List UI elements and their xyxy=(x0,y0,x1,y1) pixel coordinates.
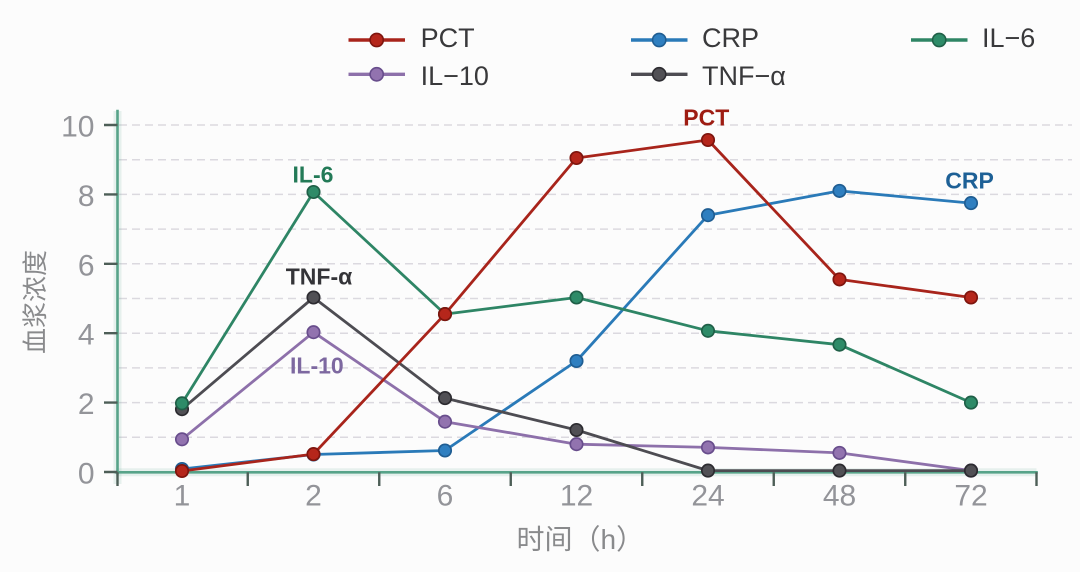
svg-text:0: 0 xyxy=(78,458,95,491)
svg-text:6: 6 xyxy=(78,249,95,282)
svg-text:72: 72 xyxy=(954,480,987,513)
svg-text:CRP: CRP xyxy=(702,23,759,53)
svg-text:6: 6 xyxy=(437,480,454,513)
svg-text:IL-10: IL-10 xyxy=(290,353,344,379)
svg-text:TNF−α: TNF−α xyxy=(702,61,786,91)
svg-text:4: 4 xyxy=(78,319,95,352)
svg-text:CRP: CRP xyxy=(945,168,994,194)
svg-text:10: 10 xyxy=(61,111,94,144)
svg-text:IL-6: IL-6 xyxy=(293,162,334,188)
svg-text:PCT: PCT xyxy=(683,104,729,130)
svg-text:8: 8 xyxy=(78,180,95,213)
svg-text:IL−6: IL−6 xyxy=(982,23,1035,53)
svg-text:1: 1 xyxy=(174,480,191,513)
svg-text:48: 48 xyxy=(823,480,856,513)
svg-text:IL−10: IL−10 xyxy=(421,61,489,91)
svg-text:PCT: PCT xyxy=(421,23,475,53)
svg-text:12: 12 xyxy=(560,480,593,513)
svg-text:h: h xyxy=(601,524,617,555)
svg-text:2: 2 xyxy=(78,388,95,421)
svg-text:2: 2 xyxy=(305,480,322,513)
svg-text:TNF-α: TNF-α xyxy=(286,264,353,290)
svg-text:24: 24 xyxy=(691,480,724,513)
